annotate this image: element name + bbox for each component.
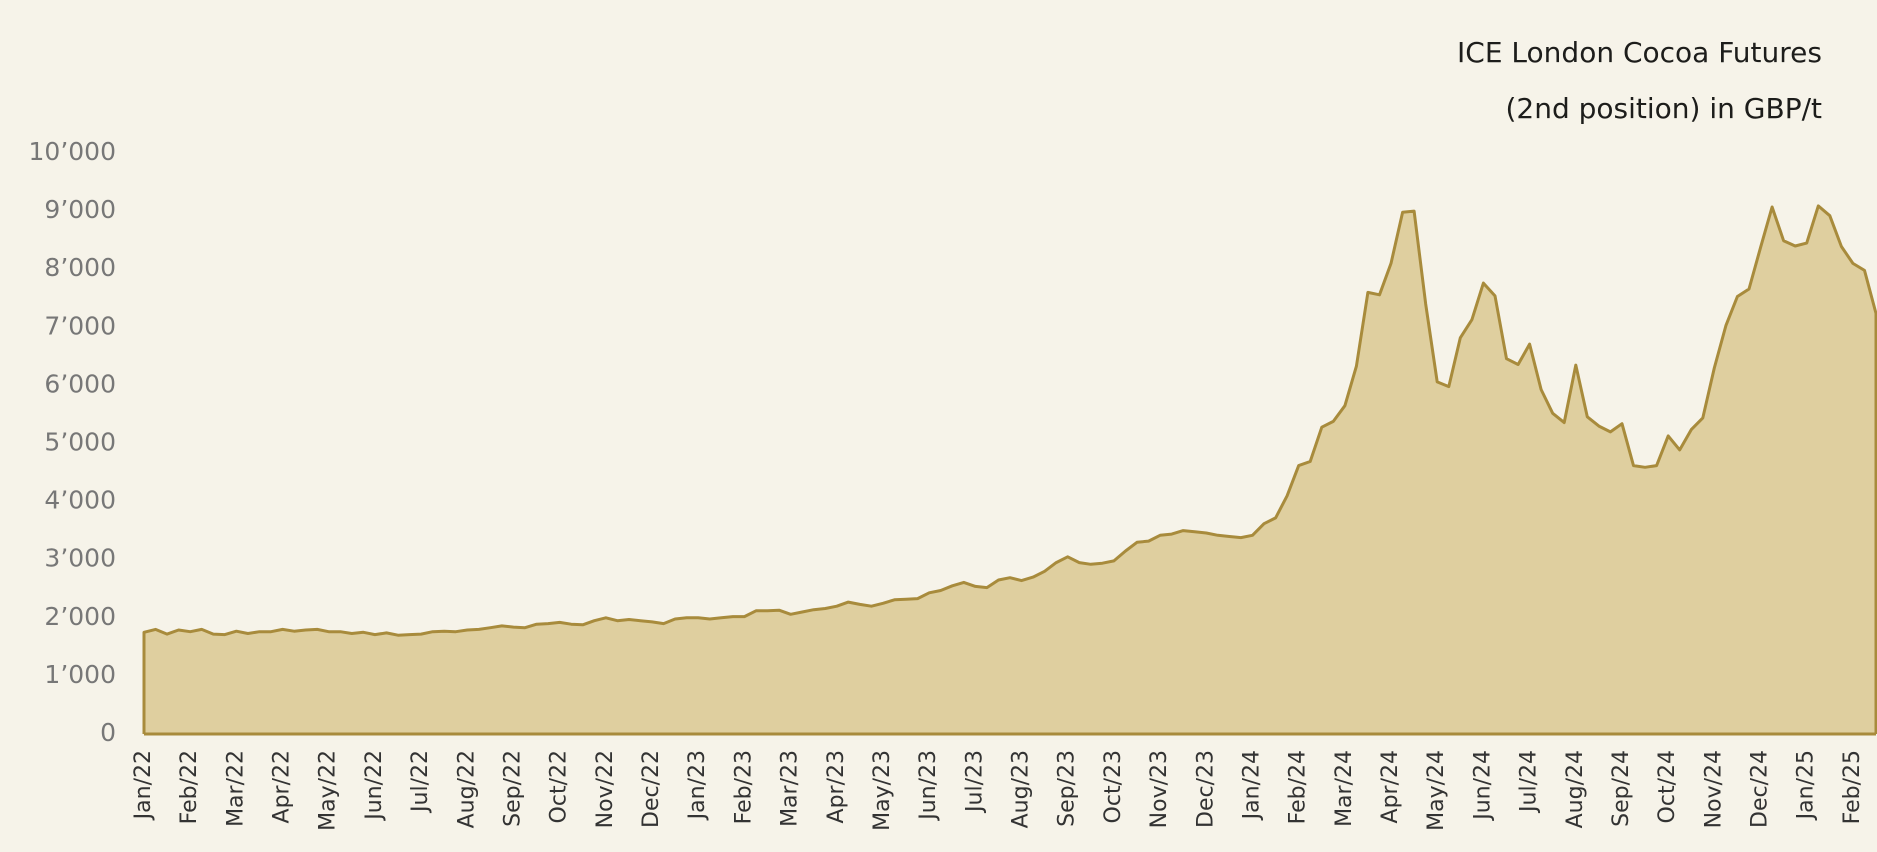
x-tick-label: Apr/23 (824, 750, 849, 823)
x-tick-label: Sep/24 (1609, 750, 1634, 827)
area-fill (144, 205, 1876, 734)
y-tick-label: 1’000 (44, 660, 116, 689)
chart-title: ICE London Cocoa Futures (1457, 36, 1822, 69)
y-tick-label: 2’000 (44, 602, 116, 631)
y-tick-label: 10’000 (29, 137, 116, 166)
y-tick-label: 9’000 (44, 195, 116, 224)
x-tick-label: Feb/23 (731, 750, 756, 824)
x-tick-label: Jun/24 (1470, 750, 1495, 822)
x-tick-label: Sep/22 (500, 750, 525, 827)
y-tick-label: 6’000 (44, 369, 116, 398)
y-tick-label: 4’000 (44, 486, 116, 515)
x-tick-label: Aug/24 (1563, 750, 1588, 828)
x-tick-label: Jun/22 (362, 750, 387, 822)
x-tick-label: Nov/23 (1147, 750, 1172, 828)
y-tick-label: 3’000 (44, 544, 116, 573)
x-tick-label: Mar/24 (1332, 750, 1357, 827)
x-tick-label: Jul/22 (408, 750, 433, 814)
x-tick-label: Oct/24 (1655, 750, 1680, 823)
y-tick-label: 0 (100, 718, 116, 747)
x-tick-label: Sep/23 (1055, 750, 1080, 827)
x-tick-label: Mar/23 (778, 750, 803, 827)
x-tick-label: Dec/22 (639, 750, 664, 828)
x-tick-label: Apr/24 (1378, 750, 1403, 823)
x-tick-label: May/22 (316, 750, 341, 831)
x-tick-label: May/23 (870, 750, 895, 831)
x-tick-label: Aug/23 (1009, 750, 1034, 828)
x-tick-label: Jan/24 (1239, 750, 1264, 821)
x-tick-label: Dec/23 (1193, 750, 1218, 828)
x-tick-label: Jan/25 (1794, 750, 1819, 821)
x-tick-label: Aug/22 (454, 750, 479, 828)
x-tick-label: Mar/22 (223, 750, 248, 827)
y-tick-label: 8’000 (44, 253, 116, 282)
chart-subtitle: (2nd position) in GBP/t (1505, 92, 1822, 125)
x-tick-label: Jul/24 (1517, 750, 1542, 814)
x-tick-label: Oct/23 (1101, 750, 1126, 823)
x-tick-label: Jun/23 (916, 750, 941, 822)
x-tick-label: Apr/22 (270, 750, 295, 823)
x-tick-label: Nov/22 (593, 750, 618, 828)
area-line (142, 204, 1877, 734)
y-tick-label: 7’000 (44, 311, 116, 340)
x-tick-label: Nov/24 (1701, 750, 1726, 828)
x-tick-label: Jul/23 (962, 750, 987, 814)
x-tick-label: May/24 (1424, 750, 1449, 831)
x-tick-label: Feb/24 (1286, 750, 1311, 824)
x-tick-label: Oct/22 (547, 750, 572, 823)
x-tick-label: Jan/23 (685, 750, 710, 821)
x-tick-label: Feb/25 (1840, 750, 1865, 824)
x-tick-label: Dec/24 (1748, 750, 1773, 828)
x-tick-label: Feb/22 (177, 750, 202, 824)
y-tick-label: 5’000 (44, 428, 116, 457)
x-tick-label: Jan/22 (131, 750, 156, 821)
